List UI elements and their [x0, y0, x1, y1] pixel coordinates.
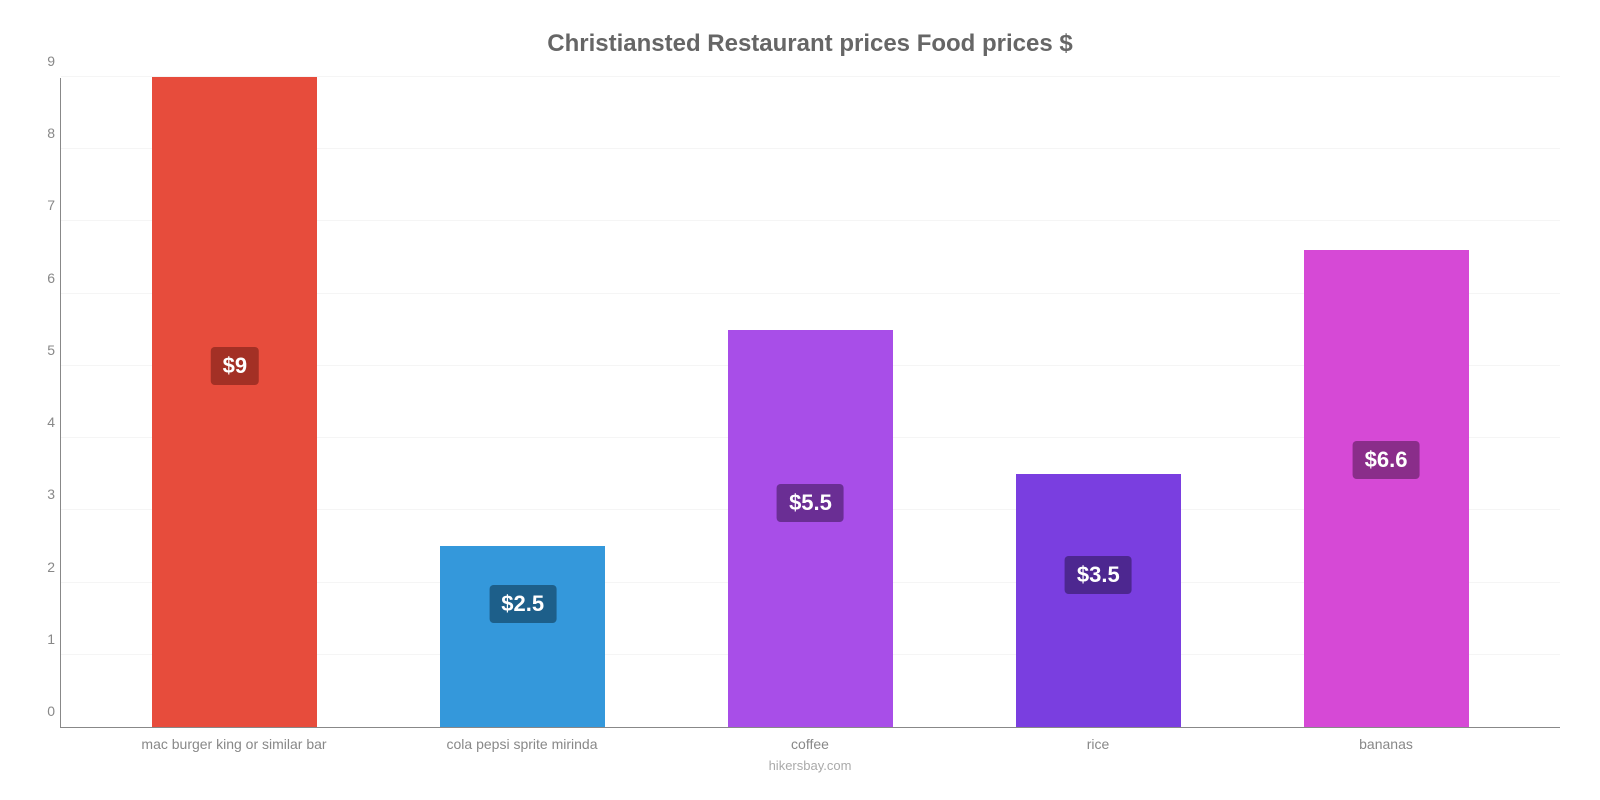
bar: $5.5 [728, 330, 893, 727]
x-tick-label: coffee [700, 736, 920, 752]
plot-area: 0123456789 $9$2.5$5.5$3.5$6.6 [60, 78, 1560, 728]
bar-value-label: $3.5 [1065, 556, 1132, 594]
bar: $9 [152, 77, 317, 727]
bar-slot: $2.5 [413, 546, 633, 727]
x-tick-label: rice [988, 736, 1208, 752]
bar-value-label: $2.5 [489, 585, 556, 623]
chart-container: Christiansted Restaurant prices Food pri… [0, 0, 1600, 800]
y-tick-label: 9 [31, 53, 55, 69]
x-tick-label: bananas [1276, 736, 1496, 752]
y-tick-label: 7 [31, 197, 55, 213]
bar: $3.5 [1016, 474, 1181, 727]
bar-slot: $5.5 [700, 330, 920, 727]
x-tick-label: mac burger king or similar bar [124, 736, 344, 752]
x-axis-labels: mac burger king or similar bar cola pepsi… [60, 728, 1560, 752]
y-tick-label: 4 [31, 414, 55, 430]
chart-title: Christiansted Restaurant prices Food pri… [60, 30, 1560, 58]
bar-value-label: $5.5 [777, 484, 844, 522]
bar-slot: $9 [125, 77, 345, 727]
y-tick-label: 6 [31, 270, 55, 286]
bar-value-label: $6.6 [1353, 441, 1420, 479]
bar-slot: $3.5 [988, 474, 1208, 727]
bar: $2.5 [440, 546, 605, 727]
x-tick-label: cola pepsi sprite mirinda [412, 736, 632, 752]
y-tick-label: 8 [31, 125, 55, 141]
y-tick-label: 1 [31, 631, 55, 647]
y-tick-label: 5 [31, 342, 55, 358]
bars-group: $9 $2.5 $5.5 $3.5 $6.6 [61, 78, 1560, 727]
bar-value-label: $9 [211, 347, 259, 385]
y-tick-label: 2 [31, 559, 55, 575]
bar: $6.6 [1304, 250, 1469, 727]
y-tick-label: 0 [31, 703, 55, 719]
y-tick-label: 3 [31, 486, 55, 502]
attribution-text: hikersbay.com [60, 758, 1560, 773]
bar-slot: $6.6 [1276, 250, 1496, 727]
